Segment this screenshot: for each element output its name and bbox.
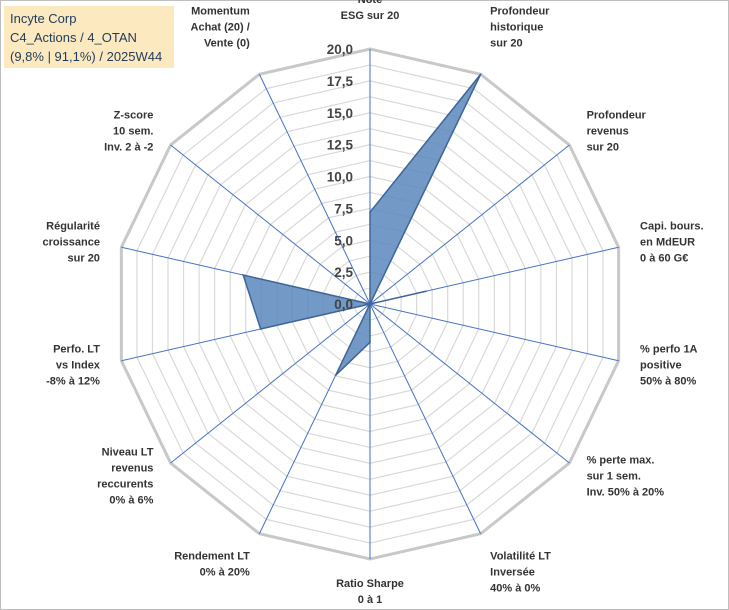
axis-spoke — [369, 303, 482, 534]
axis-label: Z-score 10 sem. Inv. 2 à -2 — [104, 109, 153, 153]
tick-label: 20,0 — [327, 42, 353, 57]
tick-label: 17,5 — [327, 74, 354, 89]
radar-tick-labels: 0,0 2,5 5,0 7,5 10,0 12,5 15,0 17,5 20,0 — [327, 42, 354, 312]
data-point — [369, 341, 371, 344]
tick-label: 12,5 — [327, 138, 354, 153]
axis-label: Rendement LT 0% à 20% — [174, 551, 250, 579]
tick-label: 0,0 — [334, 297, 353, 312]
axis-label: Profondeur revenus sur 20 — [587, 109, 647, 153]
axis-label: Capi. bours. en MdEUR 0 à 60 G€ — [640, 220, 704, 264]
data-point — [259, 328, 262, 330]
portfolio-path: C4_Actions / 4_OTAN — [10, 30, 137, 45]
axis-label: % perfo 1A positive 50% à 80% — [640, 344, 698, 388]
axis-label: Momentum Achat (20) / Vente (0) — [191, 5, 251, 49]
company-name: Incyte Corp — [10, 11, 77, 26]
axis-label: Volatilité LT Inversée 40% à 0% — [490, 551, 551, 595]
axis-spoke — [170, 144, 371, 305]
series-area — [242, 73, 482, 376]
axis-label: Profondeur historique sur 20 — [490, 5, 550, 49]
data-point — [242, 274, 245, 276]
data-point — [369, 211, 371, 213]
axis-label: Ratio Sharpe 0 à 1 — [336, 578, 404, 606]
axis-spoke — [369, 303, 619, 362]
data-point — [425, 290, 427, 293]
data-point — [334, 374, 337, 377]
axis-label: Régularité croissance sur 20 — [42, 220, 99, 264]
axis-spoke — [369, 303, 570, 464]
axis-label: Note ESG sur 20 — [341, 0, 400, 22]
axis-spoke — [369, 144, 570, 305]
tick-label: 7,5 — [334, 201, 353, 216]
data-point — [369, 303, 371, 305]
axis-spoke — [258, 74, 371, 305]
axis-label: Niveau LT revenus reccurents 0% à 6% — [97, 447, 154, 507]
radar-series — [242, 73, 482, 377]
stats-week: (9,8% | 91,1%) / 2025W44 — [10, 49, 163, 64]
info-box: Incyte Corp C4_Actions / 4_OTAN (9,8% | … — [4, 6, 174, 68]
axis-spoke — [170, 303, 371, 464]
tick-label: 2,5 — [334, 265, 353, 280]
axis-label: % perte max. sur 1 sem. Inv. 50% à 20% — [587, 455, 665, 499]
tick-label: 5,0 — [334, 233, 353, 248]
tick-label: 10,0 — [327, 170, 353, 185]
axis-label: Perfo. LT vs Index -8% à 12% — [46, 344, 101, 388]
tick-label: 15,0 — [327, 106, 353, 121]
data-point — [479, 73, 482, 76]
radar-axis-labels: Note ESG sur 20 Profondeur historique sur 20… — [42, 0, 703, 606]
